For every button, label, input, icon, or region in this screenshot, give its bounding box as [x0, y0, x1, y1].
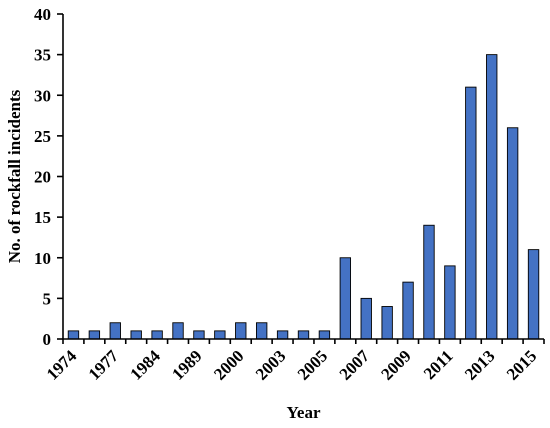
y-tick-label: 5 [43, 289, 52, 308]
bar [297, 330, 310, 340]
bar [527, 249, 540, 340]
y-tick-label: 25 [34, 127, 51, 146]
bar [255, 322, 268, 340]
x-axis-title: Year [287, 403, 321, 422]
x-tick-label: 2009 [377, 346, 414, 383]
bar [67, 330, 80, 340]
x-tick-label: 1989 [168, 346, 205, 383]
x-tick-label: 2013 [461, 346, 498, 383]
bar [214, 330, 226, 340]
bar [172, 322, 184, 340]
bar [109, 322, 121, 340]
bar [318, 330, 331, 340]
x-axis-ticks: 1974 1977 1984 1989 2000 2003 2005 2007 2009 2011… [43, 339, 545, 384]
y-tick-label: 20 [34, 168, 51, 187]
bar [506, 127, 519, 340]
x-tick-label: 1974 [43, 346, 81, 384]
bars [67, 54, 540, 340]
x-tick-label: 2007 [336, 346, 374, 384]
y-tick-label: 30 [34, 86, 51, 105]
x-tick-label: 2003 [252, 346, 289, 383]
bar [193, 330, 205, 340]
y-tick-label: 10 [34, 249, 51, 268]
x-tick-label: 1984 [126, 346, 164, 384]
bar [444, 265, 456, 340]
bar [402, 281, 414, 340]
y-axis-ticks: 0 5 10 15 20 25 30 35 40 [34, 5, 63, 349]
bar [486, 54, 498, 340]
bar [235, 322, 247, 340]
x-tick-label: 1977 [85, 346, 123, 384]
x-tick-label: 2000 [210, 346, 247, 383]
y-tick-label: 40 [34, 5, 51, 24]
x-tick-label: 2005 [294, 346, 331, 383]
y-tick-label: 15 [34, 208, 51, 227]
bar [360, 297, 372, 340]
x-tick-label: 2015 [503, 346, 540, 383]
y-tick-label: 35 [34, 46, 51, 65]
bar [88, 330, 101, 340]
bar [151, 330, 163, 340]
bar [276, 330, 289, 340]
bar [381, 306, 393, 340]
y-tick-label: 0 [43, 330, 52, 349]
bar [423, 224, 435, 340]
y-axis-title: No. of rockfall incidents [5, 89, 24, 263]
bar [130, 330, 142, 340]
x-tick-label: 2011 [420, 346, 457, 383]
bar [339, 257, 352, 340]
bar [465, 86, 477, 340]
